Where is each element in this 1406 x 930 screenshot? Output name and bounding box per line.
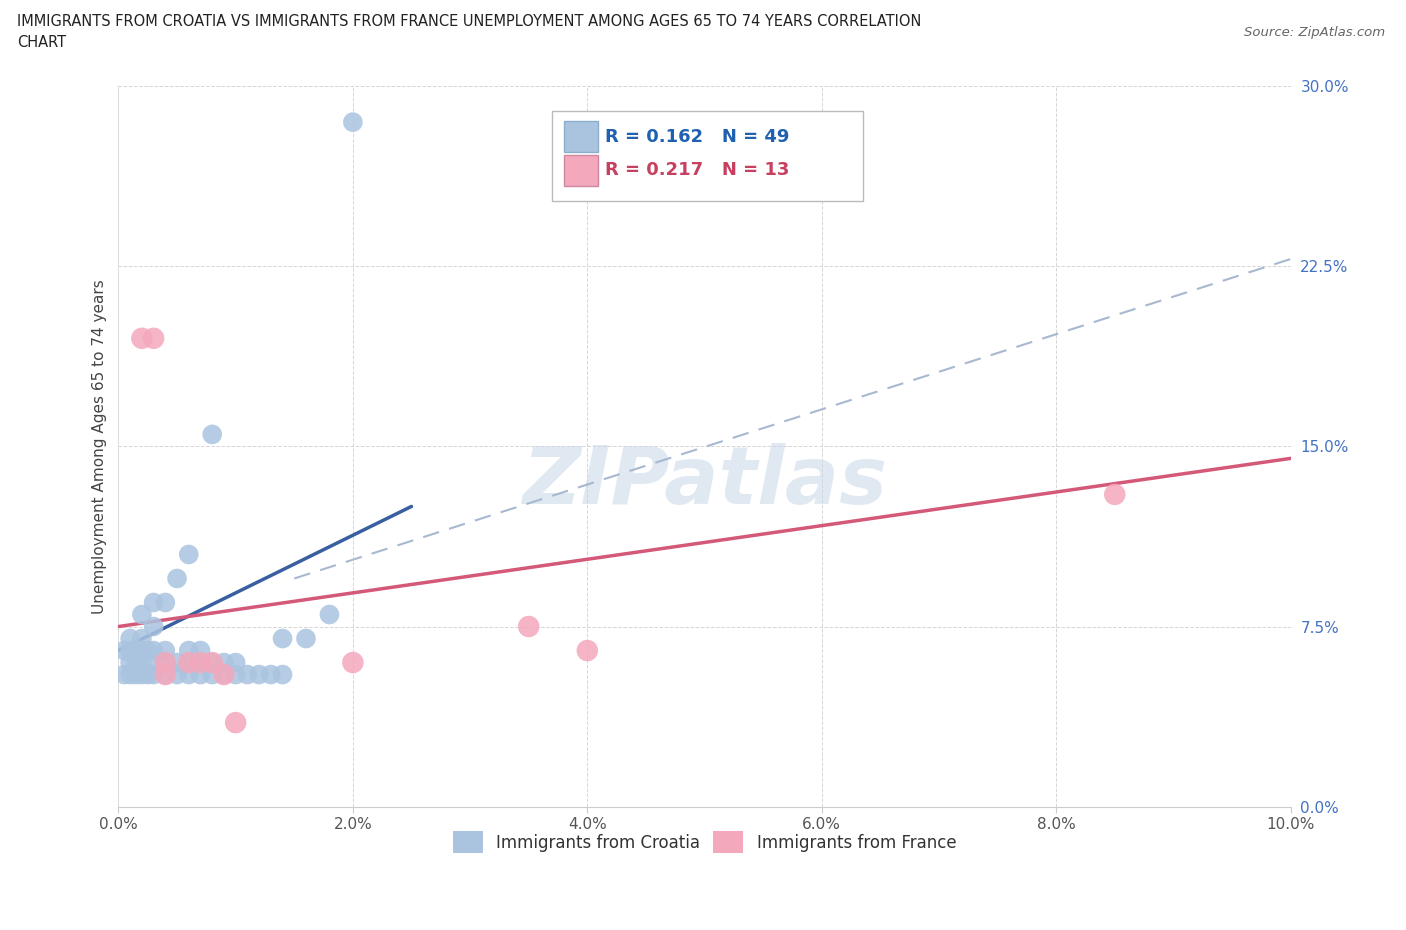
Point [1104,487,1126,502]
Point [142,619,165,634]
Point [131,331,153,346]
Point [190,644,212,658]
Point [155,667,177,682]
Point [142,667,165,682]
Point [125,655,148,670]
Point [155,655,177,670]
Point [112,667,135,682]
Point [155,644,177,658]
FancyBboxPatch shape [564,154,598,186]
Point [212,655,235,670]
Point [142,331,165,346]
Point [120,655,142,670]
Text: R = 0.162   N = 49: R = 0.162 N = 49 [605,127,789,145]
Point [342,114,364,129]
Point [190,655,212,670]
Point [201,655,224,670]
Point [112,644,135,658]
Point [166,571,188,586]
Point [225,715,247,730]
Point [295,631,318,646]
FancyBboxPatch shape [564,121,598,153]
Point [212,667,235,682]
Point [155,667,177,682]
Point [271,631,294,646]
Point [131,655,153,670]
Point [247,667,270,682]
Text: ZIPatlas: ZIPatlas [522,444,887,522]
Point [166,667,188,682]
Point [177,655,200,670]
Point [155,595,177,610]
Point [131,644,153,658]
Point [225,655,247,670]
Point [125,667,148,682]
Text: IMMIGRANTS FROM CROATIA VS IMMIGRANTS FROM FRANCE UNEMPLOYMENT AMONG AGES 65 TO : IMMIGRANTS FROM CROATIA VS IMMIGRANTS FR… [17,14,921,29]
Point [236,667,259,682]
Point [120,644,142,658]
Text: Source: ZipAtlas.com: Source: ZipAtlas.com [1244,26,1385,39]
Point [271,667,294,682]
Point [576,644,599,658]
Point [136,667,159,682]
Point [131,607,153,622]
Point [212,667,235,682]
Point [190,655,212,670]
Point [177,667,200,682]
Text: CHART: CHART [17,35,66,50]
Point [142,644,165,658]
Point [120,667,142,682]
Point [177,644,200,658]
Point [155,655,177,670]
Point [260,667,283,682]
Point [142,595,165,610]
Point [120,631,142,646]
Point [342,655,364,670]
Point [517,619,540,634]
Point [177,547,200,562]
FancyBboxPatch shape [553,112,863,202]
Legend: Immigrants from Croatia, Immigrants from France: Immigrants from Croatia, Immigrants from… [446,825,963,859]
Point [142,655,165,670]
Point [177,655,200,670]
Y-axis label: Unemployment Among Ages 65 to 74 years: Unemployment Among Ages 65 to 74 years [93,279,107,614]
Point [166,655,188,670]
Text: R = 0.217   N = 13: R = 0.217 N = 13 [605,162,789,179]
Point [131,667,153,682]
Point [201,667,224,682]
Point [131,631,153,646]
Point [190,667,212,682]
Point [201,427,224,442]
Point [201,655,224,670]
Point [318,607,340,622]
Point [136,644,159,658]
Point [225,667,247,682]
